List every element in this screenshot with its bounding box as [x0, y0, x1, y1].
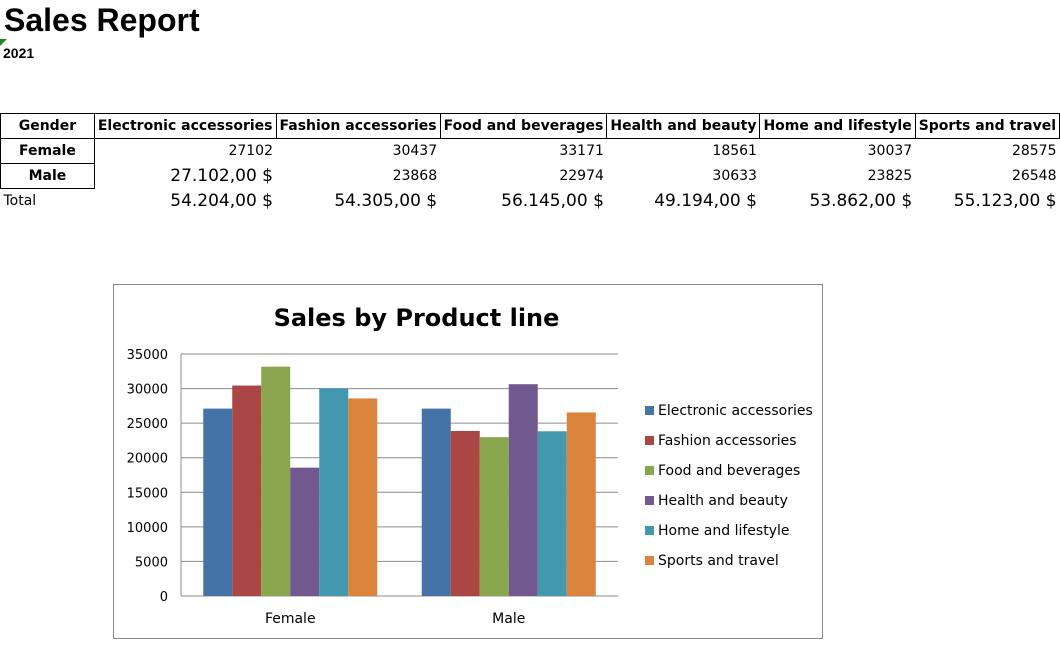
- cell-male-electronic: 27.102,00 $: [170, 166, 273, 186]
- x-category-label: Female: [265, 611, 316, 627]
- report-year: 2021: [3, 45, 35, 61]
- cell-total-sports: 55.123,00 $: [953, 190, 1057, 211]
- y-tick-label: 0: [160, 590, 168, 605]
- cell-female-health: 18561: [712, 143, 757, 160]
- table-row-male: Male 27.102,00 $ 23868 22974 30633 23825…: [0, 163, 1060, 189]
- legend-swatch: [645, 496, 654, 505]
- bar-female-1: [232, 385, 262, 596]
- cell-male-sports: 26548: [1011, 168, 1057, 184]
- row-label-total: Total: [3, 193, 37, 209]
- chart-title: Sales by Product line: [274, 304, 560, 332]
- table-row-female: Female 27102 30437 33171 18561 30037 285…: [0, 138, 1060, 164]
- x-category-label: Male: [492, 611, 525, 627]
- legend-swatch: [645, 556, 654, 565]
- header-electronic: Electronic accessories: [93, 113, 277, 139]
- header-health: Health and beauty: [606, 113, 761, 139]
- cell-male-health: 30633: [712, 168, 757, 184]
- bar-male-5: [566, 412, 596, 596]
- bar-male-1: [450, 430, 480, 596]
- bar-male-3: [508, 384, 538, 596]
- bar-male-0: [421, 408, 451, 596]
- bar-female-3: [290, 467, 320, 596]
- legend-label: Food and beverages: [658, 463, 800, 479]
- y-tick-label: 10000: [127, 521, 168, 536]
- bar-female-0: [203, 408, 233, 596]
- legend-label: Home and lifestyle: [658, 523, 789, 539]
- row-label-male: Male: [0, 163, 95, 189]
- bar-female-5: [348, 398, 378, 596]
- legend-swatch: [645, 526, 654, 535]
- y-tick-label: 20000: [127, 452, 168, 467]
- cell-total-food: 56.145,00 $: [501, 190, 604, 211]
- cell-total-health: 49.194,00 $: [654, 190, 757, 211]
- legend-label: Sports and travel: [658, 553, 779, 569]
- legend-swatch: [645, 406, 654, 415]
- cell-total-electronic: 54.204,00 $: [170, 190, 273, 211]
- y-tick-label: 35000: [127, 348, 168, 363]
- cell-male-home: 23825: [867, 168, 913, 184]
- bar-female-2: [261, 366, 291, 596]
- cell-female-electronic: 27102: [228, 143, 273, 160]
- legend-label: Electronic accessories: [658, 403, 813, 419]
- cell-female-sports: 28575: [1011, 143, 1057, 160]
- cell-comment-marker: [0, 39, 7, 46]
- sales-chart[interactable]: Sales by Product line 0 5000 10000 15000 2000…: [113, 284, 823, 639]
- report-title: Sales Report: [4, 2, 200, 38]
- table-header-row: Gender Electronic accessories Fashion ac…: [0, 113, 1060, 139]
- y-tick-label: 15000: [127, 486, 168, 501]
- y-tick-label: 25000: [127, 417, 168, 432]
- cell-female-fashion: 30437: [392, 143, 438, 160]
- bar-female-4: [319, 388, 349, 596]
- header-sports: Sports and travel: [914, 113, 1060, 139]
- cell-total-fashion: 54.305,00 $: [334, 190, 438, 211]
- row-label-female: Female: [0, 138, 95, 164]
- legend-swatch: [645, 466, 654, 475]
- cell-male-fashion: 23868: [392, 168, 438, 184]
- header-fashion: Fashion accessories: [275, 113, 441, 139]
- y-tick-label: 30000: [127, 383, 168, 398]
- cell-total-home: 53.862,00 $: [809, 190, 913, 211]
- legend-swatch: [645, 436, 654, 445]
- cell-female-food: 33171: [559, 143, 604, 160]
- header-gender: Gender: [0, 113, 95, 139]
- sales-table: Gender Electronic accessories Fashion ac…: [0, 113, 1060, 213]
- legend-label: Fashion accessories: [658, 433, 797, 449]
- bar-male-4: [537, 431, 567, 596]
- header-food: Food and beverages: [439, 113, 608, 139]
- table-row-total: Total 54.204,00 $ 54.305,00 $ 56.145,00 …: [1, 189, 1060, 214]
- cell-female-home: 30037: [867, 143, 913, 160]
- bar-male-2: [479, 437, 509, 596]
- cell-male-food: 22974: [559, 168, 604, 184]
- chart-canvas: Sales by Product line 0 5000 10000 15000 2000…: [127, 304, 813, 627]
- y-tick-label: 5000: [135, 555, 168, 570]
- header-home: Home and lifestyle: [759, 113, 916, 139]
- legend-label: Health and beauty: [658, 493, 788, 509]
